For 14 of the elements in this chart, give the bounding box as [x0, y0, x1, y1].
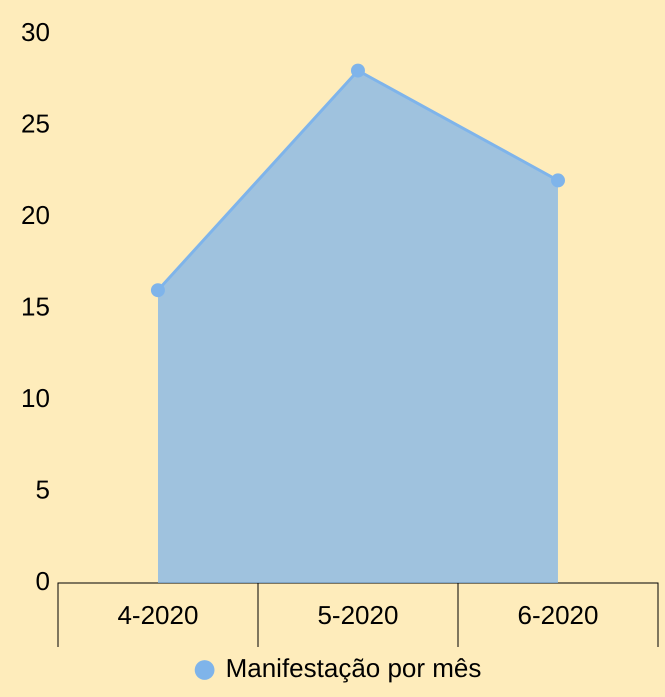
y-tick-label: 5: [35, 474, 50, 505]
x-tick-label: 4-2020: [117, 600, 198, 630]
point: [350, 64, 365, 78]
x-tick-label: 6-2020: [518, 600, 598, 630]
y-tick-label: 10: [21, 383, 50, 414]
point: [550, 173, 565, 188]
y-tick-label: 30: [21, 17, 50, 48]
y-tick-label: 15: [21, 292, 50, 322]
y-tick-label: 20: [21, 200, 50, 230]
point: [150, 283, 165, 298]
x-tick-label: 5-2020: [317, 600, 398, 630]
legend-label: Manifestação por mês: [226, 653, 482, 684]
y-tick-label: 25: [21, 108, 50, 139]
y-tick-label: 0: [35, 566, 50, 596]
